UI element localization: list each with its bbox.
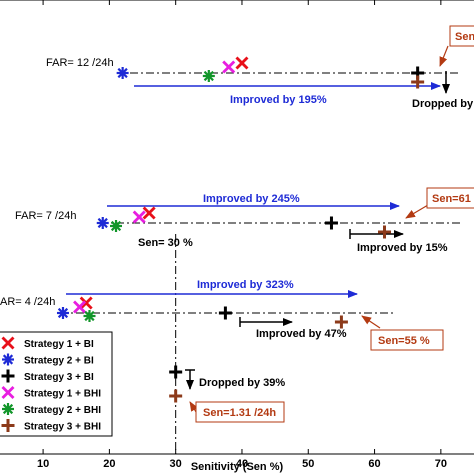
x-tick-label: 40 (236, 458, 248, 470)
bottom-sen-callout-text: Sen=1.31 /24h (203, 407, 276, 419)
legend-marker-strategy3-bi (1, 369, 15, 383)
legend-label: Strategy 1 + BI (24, 339, 94, 350)
legend-label: Strategy 1 + BHI (24, 389, 101, 400)
sen-30-label: Sen= 30 % (138, 237, 193, 249)
row2-sen-callout-text: Sen=61 (432, 193, 471, 205)
marker-strategy2-bhi (202, 70, 215, 82)
marker-strategy1-bhi (222, 60, 236, 74)
x-tick-label: 30 (170, 458, 182, 470)
marker-strategy2-bi (56, 307, 69, 319)
marker-strategy2-bi (116, 67, 129, 79)
legend-marker-strategy1-bi (1, 336, 15, 350)
far-7-label: FAR= 7 /24h (15, 210, 76, 222)
legend-marker-strategy1-bhi (1, 386, 15, 399)
x-axis-title: Senitivity (Sen %) (191, 461, 284, 473)
marker-strategy1-bi (79, 296, 93, 310)
x-ticks: 10 20 30 40 50 60 70 (37, 0, 447, 470)
marker-extra-strategy3-bi (169, 365, 183, 379)
row1-sen-callout-text: Sen (455, 31, 474, 43)
marker-strategy2-bhi (110, 220, 123, 232)
bottom-sen-callout-arrow (189, 401, 199, 413)
marker-strategy2-bhi (83, 310, 96, 322)
legend-label: Strategy 3 + BHI (24, 422, 101, 433)
marker-strategy3-bi (324, 216, 338, 230)
row2-improved-black-text: Improved by 15% (357, 242, 448, 254)
bottom-dropped-text: Dropped by 39% (199, 377, 285, 389)
bottom-sen-callout-box (195, 401, 285, 423)
marker-strategy1-bhi (132, 210, 146, 224)
legend-label: Strategy 3 + BI (24, 372, 94, 383)
marker-strategy3-bhi (378, 225, 392, 239)
legend-label: Strategy 2 + BHI (24, 405, 101, 416)
marker-strategy1-bi (235, 56, 249, 70)
legend-label: Strategy 2 + BI (24, 356, 94, 367)
x-tick-label: 10 (37, 458, 49, 470)
marker-strategy1-bi (142, 206, 156, 220)
far-12-label: FAR= 12 /24h (46, 57, 114, 69)
row1-improved-text: Improved by 195% (230, 94, 327, 106)
marker-strategy3-bhi (334, 315, 348, 329)
legend-marker-strategy2-bi (2, 353, 14, 366)
x-tick-label: 20 (103, 458, 115, 470)
row2-improved-text: Improved by 245% (203, 193, 300, 205)
marker-strategy3-bhi (411, 75, 425, 89)
row2-sen-callout-arrow (405, 204, 429, 219)
row3-sen-callout-box (370, 329, 444, 351)
data-markers (56, 56, 425, 403)
marker-strategy2-bi (96, 217, 109, 229)
row1-dropped-text: Dropped by (412, 98, 474, 110)
marker-strategy1-bhi (73, 300, 87, 314)
row3-improved-black-text: Improved by 47% (256, 328, 347, 340)
row1-sen-callout-arrow (439, 45, 449, 67)
marker-extra-strategy3-bhi (169, 389, 183, 403)
legend-marker-strategy3-bhi (1, 419, 15, 432)
far-4-label: AR= 4 /24h (0, 296, 55, 308)
row3-sen-callout-text: Sen=55 % (378, 335, 430, 347)
row3-improved-text: Improved by 323% (197, 279, 294, 291)
marker-strategy3-bi (218, 306, 232, 320)
x-tick-label: 50 (302, 458, 314, 470)
legend: Strategy 1 + BI Strategy 2 + BI Strategy 3… (0, 331, 113, 437)
legend-box (0, 331, 113, 437)
row1-sen-callout-box (449, 25, 474, 47)
row2-sen-callout-box (426, 187, 474, 209)
row3-sen-callout-arrow (361, 315, 381, 329)
x-tick-label: 60 (368, 458, 380, 470)
x-tick-label: 70 (435, 458, 447, 470)
legend-marker-strategy2-bhi (2, 403, 14, 415)
